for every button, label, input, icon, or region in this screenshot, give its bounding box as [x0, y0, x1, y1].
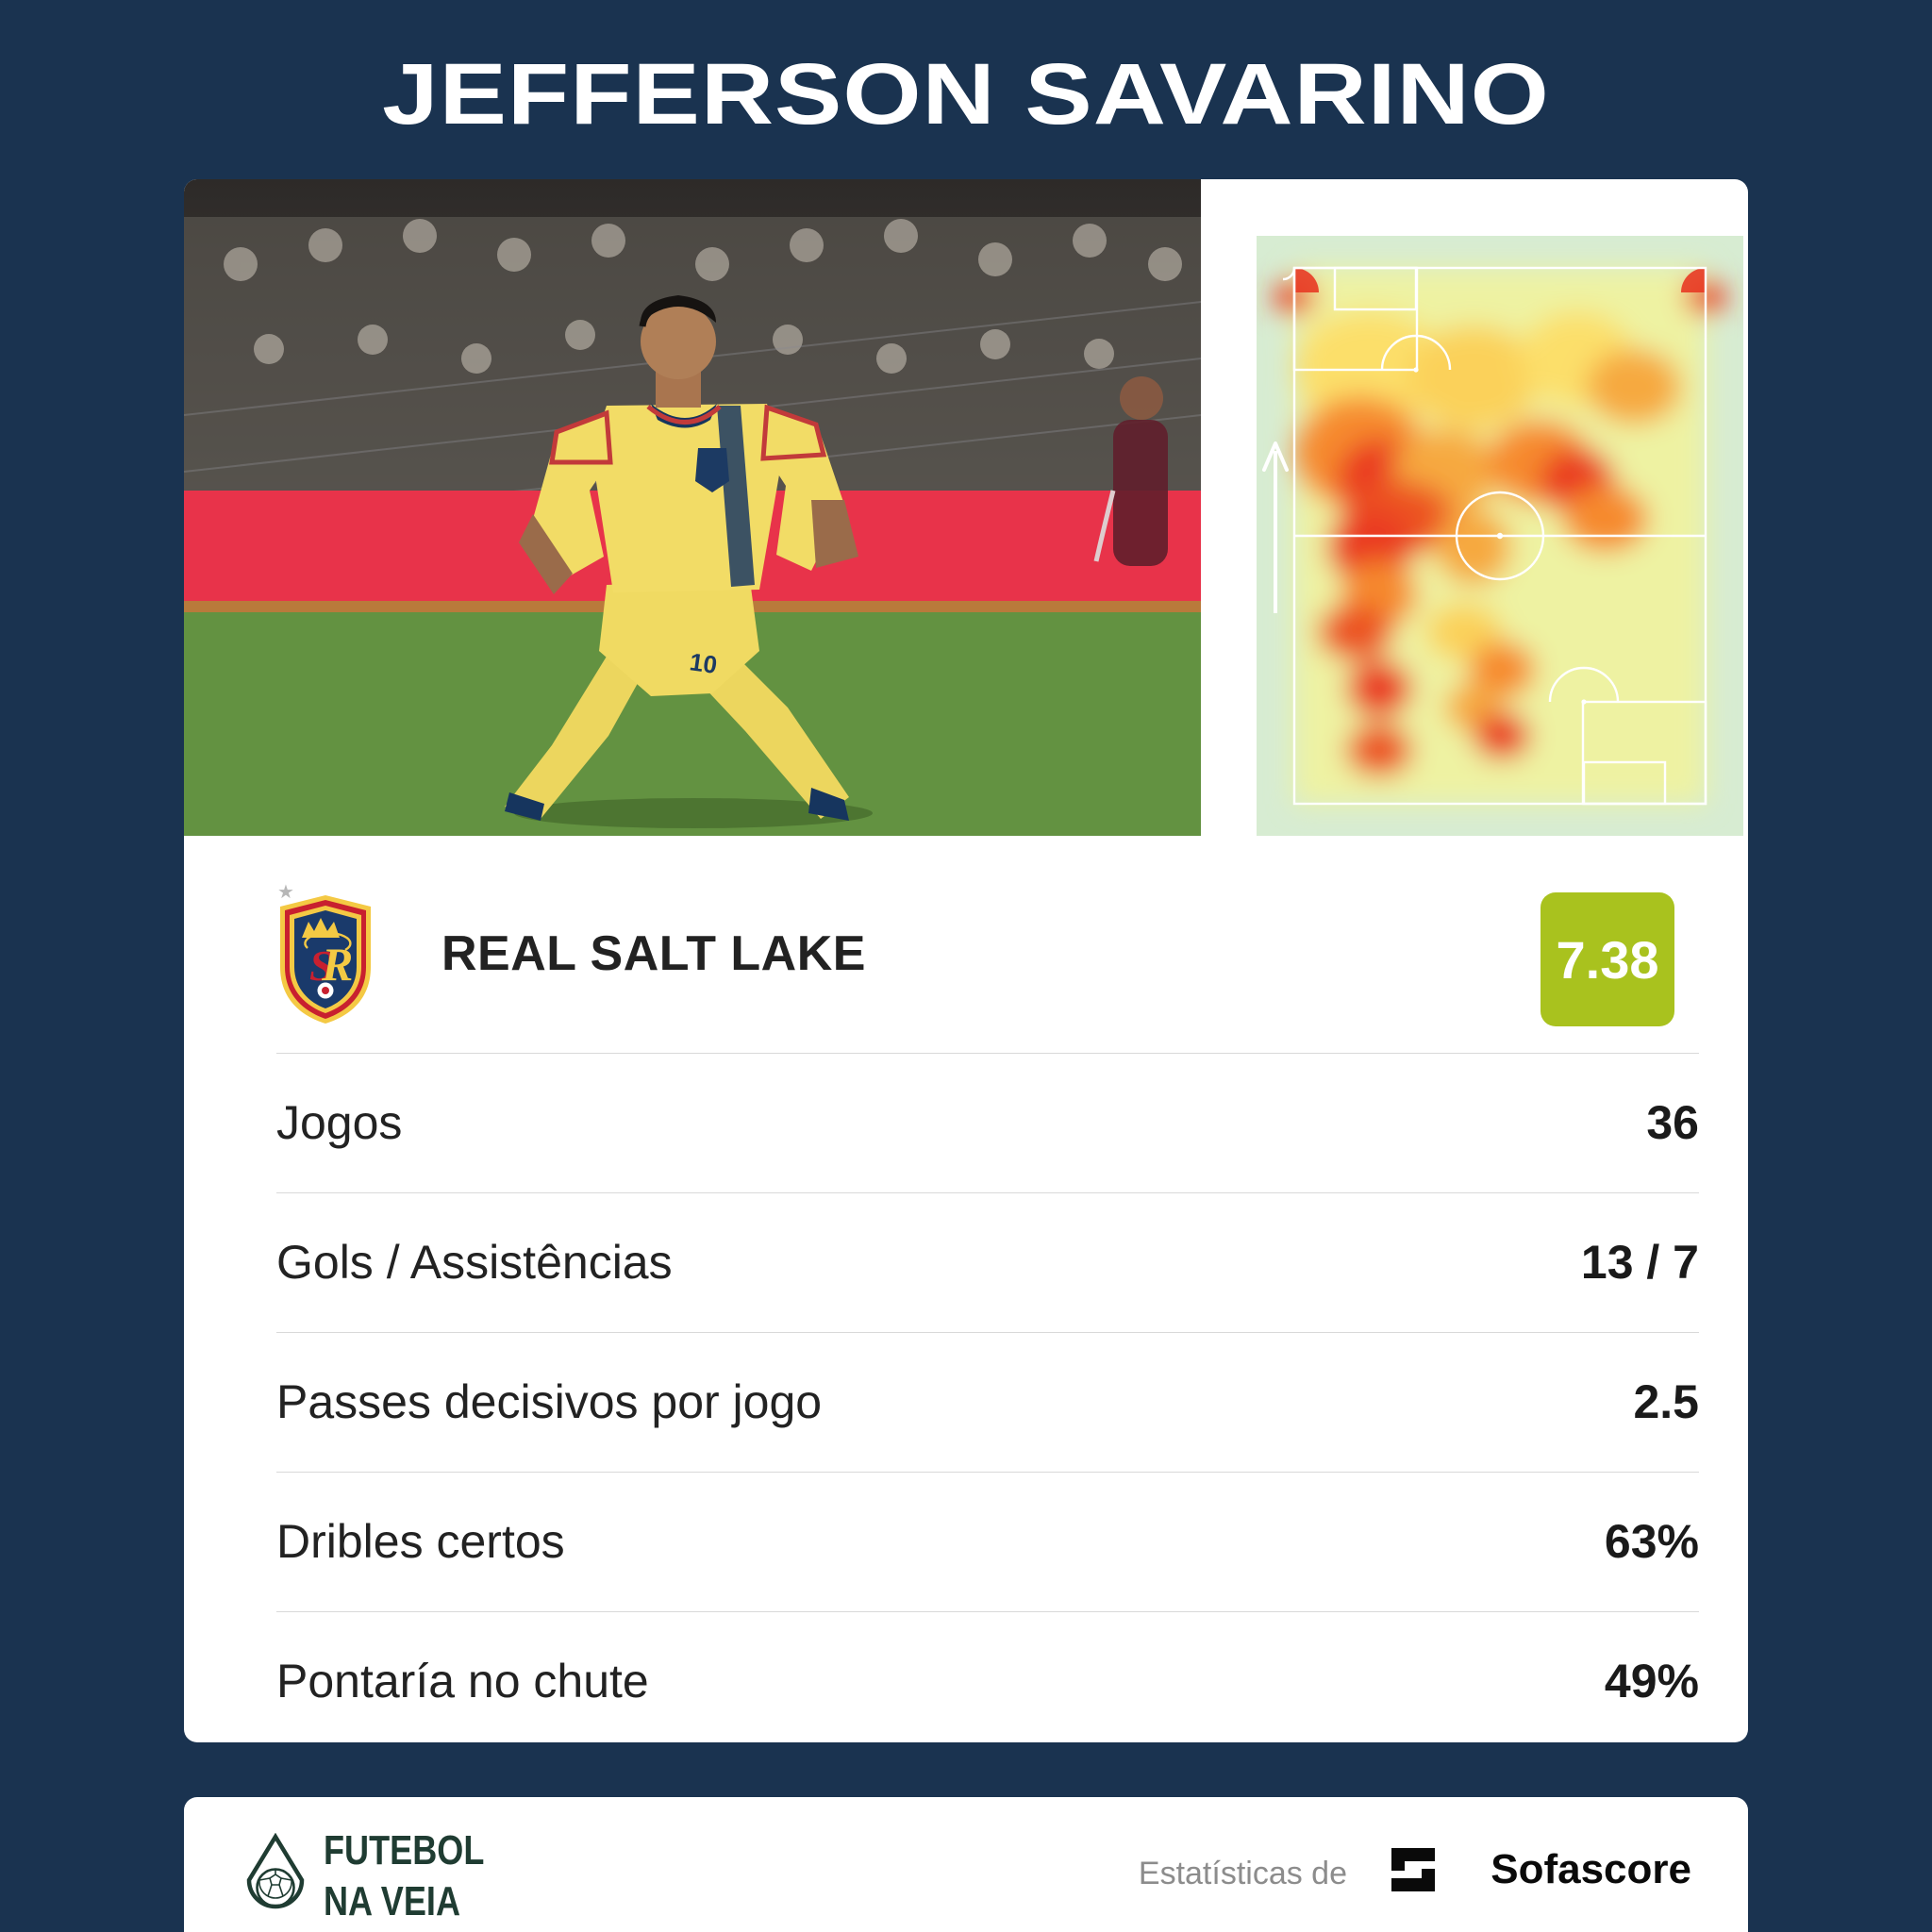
svg-text:10: 10: [688, 647, 719, 679]
